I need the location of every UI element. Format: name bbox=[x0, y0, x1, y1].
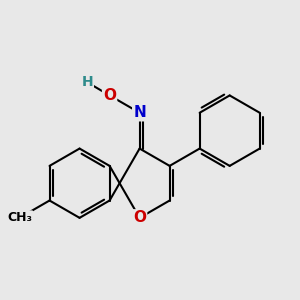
Text: H: H bbox=[81, 75, 93, 89]
Text: CH₃: CH₃ bbox=[7, 211, 32, 224]
Text: O: O bbox=[133, 210, 146, 225]
Text: O: O bbox=[103, 88, 116, 103]
Text: N: N bbox=[133, 105, 146, 120]
